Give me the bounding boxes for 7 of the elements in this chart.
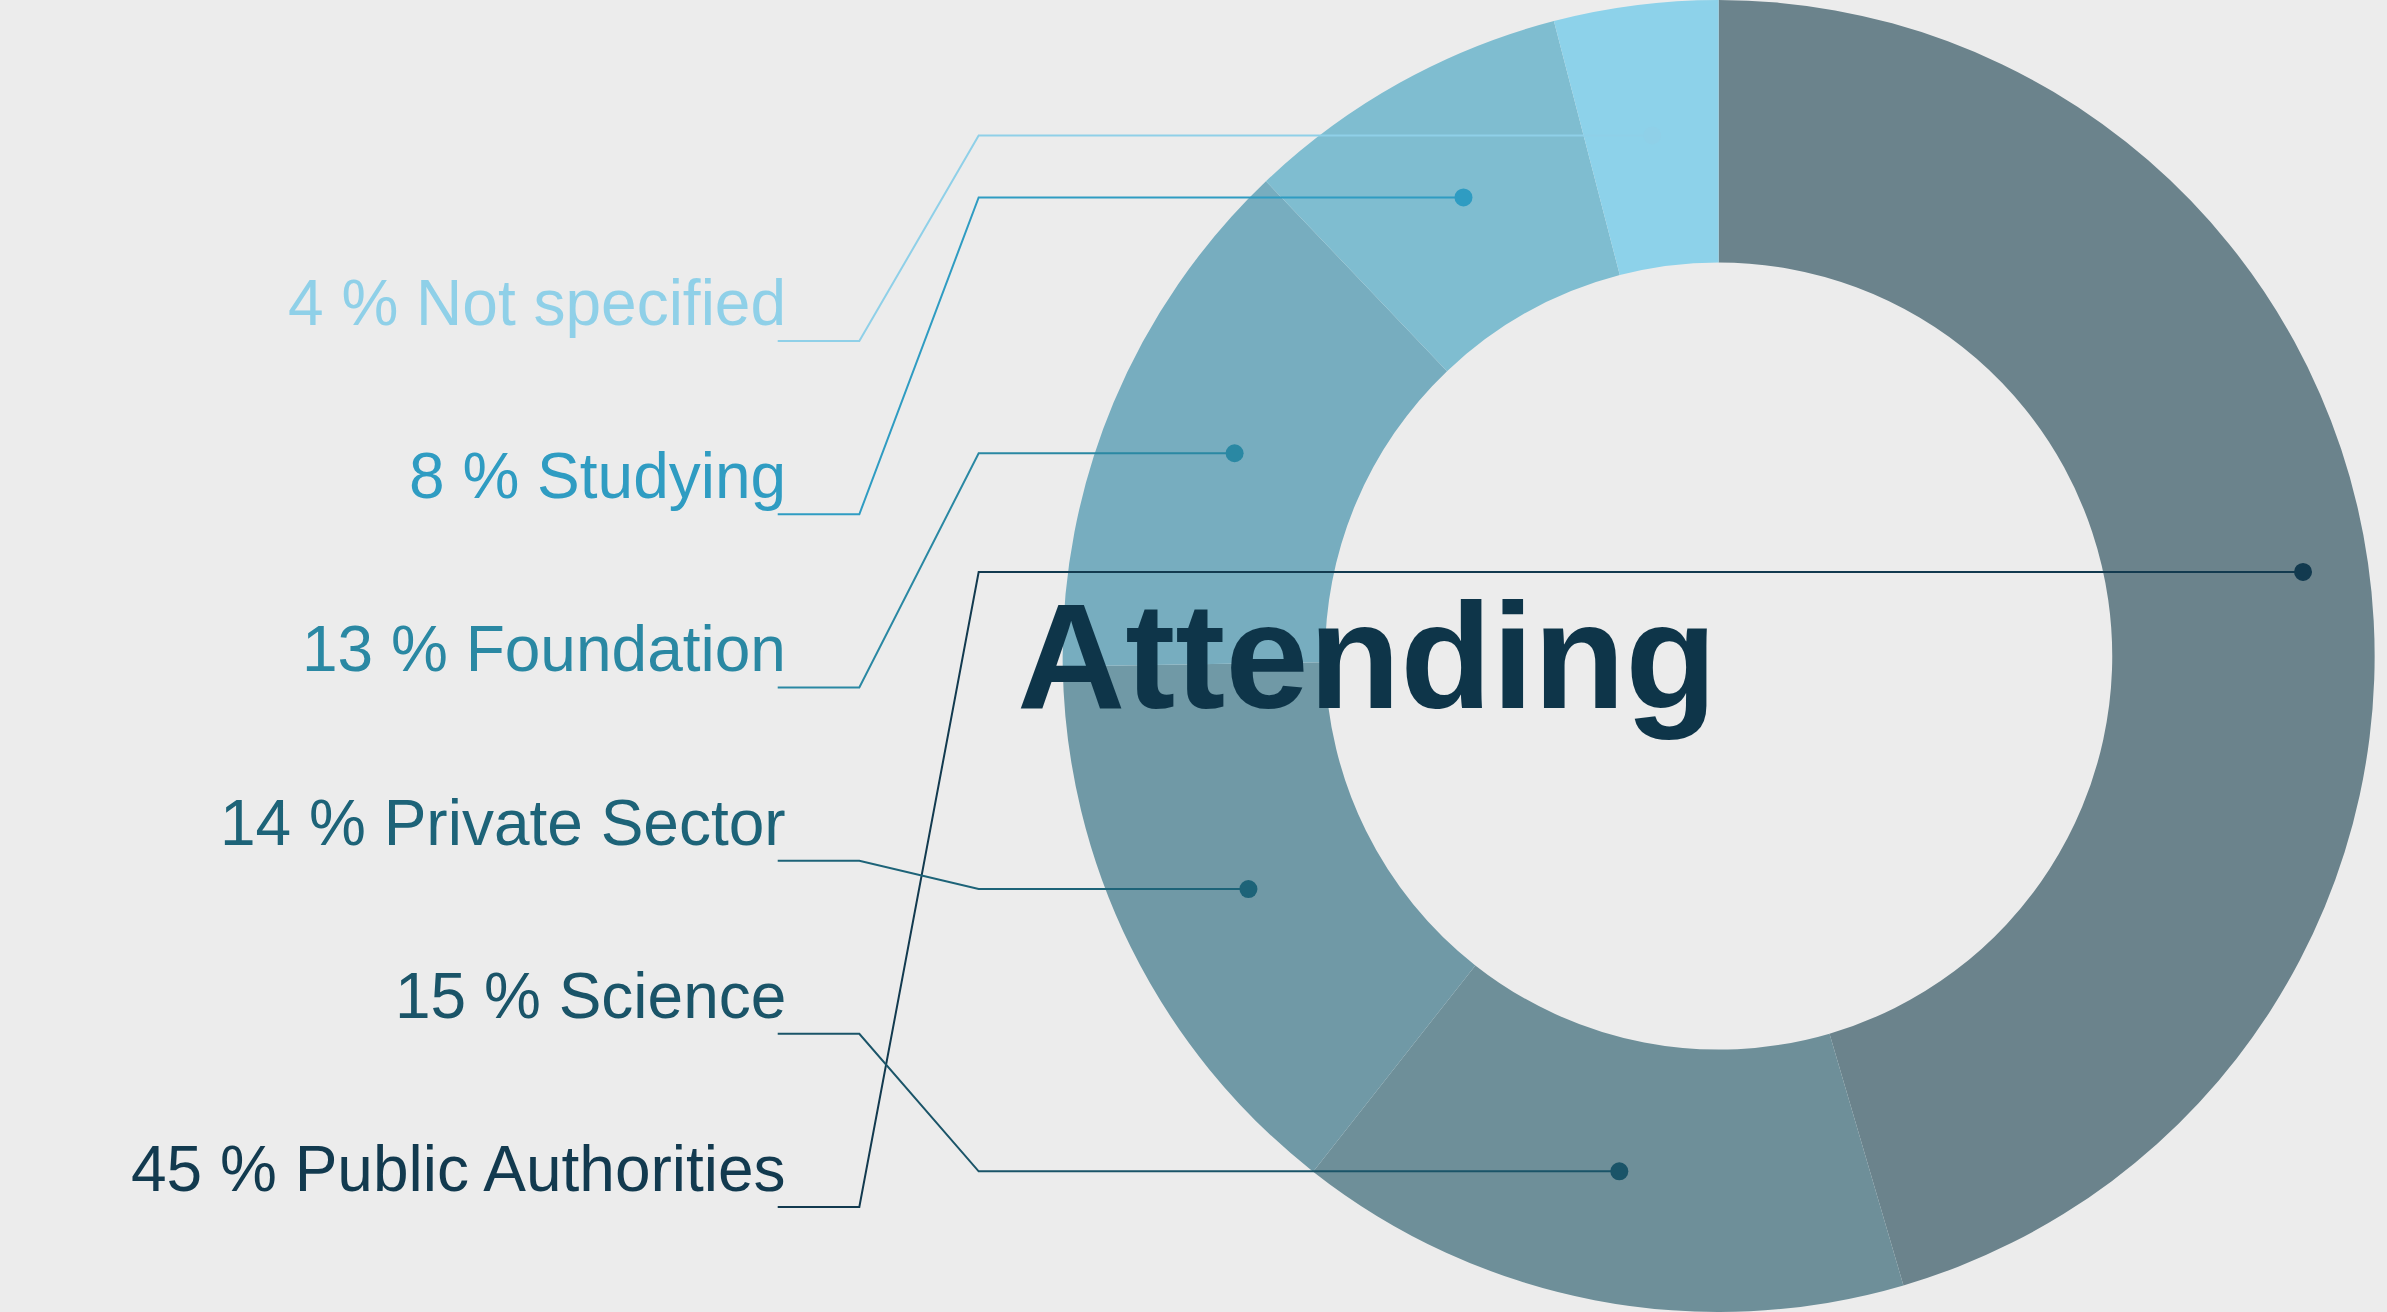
- slice-label: 4 % Not specified: [288, 267, 787, 339]
- slice-label: 14 % Private Sector: [220, 787, 786, 859]
- text: Attending: [1017, 572, 1717, 740]
- slice-label: 13 % Foundation: [302, 613, 786, 685]
- slice-label: 8 % Studying: [409, 440, 787, 512]
- slice-label: 15 % Science: [395, 960, 787, 1032]
- slice-label: 45 % Public Authorities: [131, 1133, 786, 1205]
